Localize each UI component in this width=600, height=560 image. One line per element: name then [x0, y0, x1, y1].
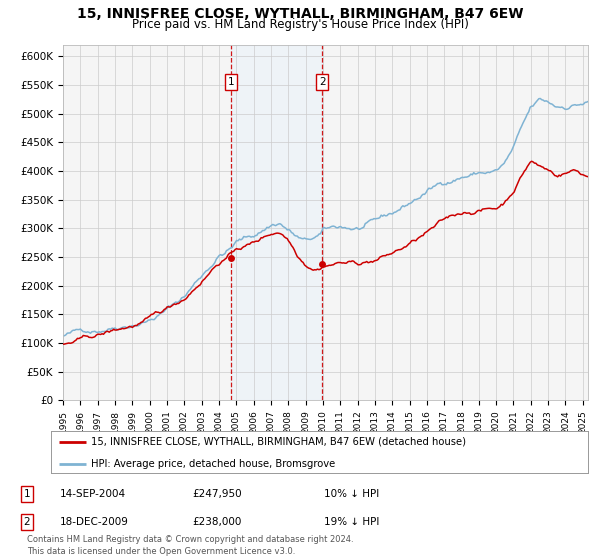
Text: 2: 2 — [23, 517, 31, 527]
Text: Contains HM Land Registry data © Crown copyright and database right 2024.
This d: Contains HM Land Registry data © Crown c… — [27, 535, 353, 556]
Text: 18-DEC-2009: 18-DEC-2009 — [60, 517, 129, 527]
Text: 10% ↓ HPI: 10% ↓ HPI — [324, 489, 379, 499]
Text: 14-SEP-2004: 14-SEP-2004 — [60, 489, 126, 499]
Text: £238,000: £238,000 — [192, 517, 241, 527]
Text: HPI: Average price, detached house, Bromsgrove: HPI: Average price, detached house, Brom… — [91, 459, 335, 469]
Bar — [231, 45, 322, 400]
Text: 19% ↓ HPI: 19% ↓ HPI — [324, 517, 379, 527]
Text: 2: 2 — [319, 77, 326, 87]
Text: 1: 1 — [23, 489, 31, 499]
Text: £247,950: £247,950 — [192, 489, 242, 499]
Text: 1: 1 — [228, 77, 235, 87]
Text: Price paid vs. HM Land Registry's House Price Index (HPI): Price paid vs. HM Land Registry's House … — [131, 18, 469, 31]
Text: 15, INNISFREE CLOSE, WYTHALL, BIRMINGHAM, B47 6EW: 15, INNISFREE CLOSE, WYTHALL, BIRMINGHAM… — [77, 7, 523, 21]
Text: 15, INNISFREE CLOSE, WYTHALL, BIRMINGHAM, B47 6EW (detached house): 15, INNISFREE CLOSE, WYTHALL, BIRMINGHAM… — [91, 437, 466, 447]
